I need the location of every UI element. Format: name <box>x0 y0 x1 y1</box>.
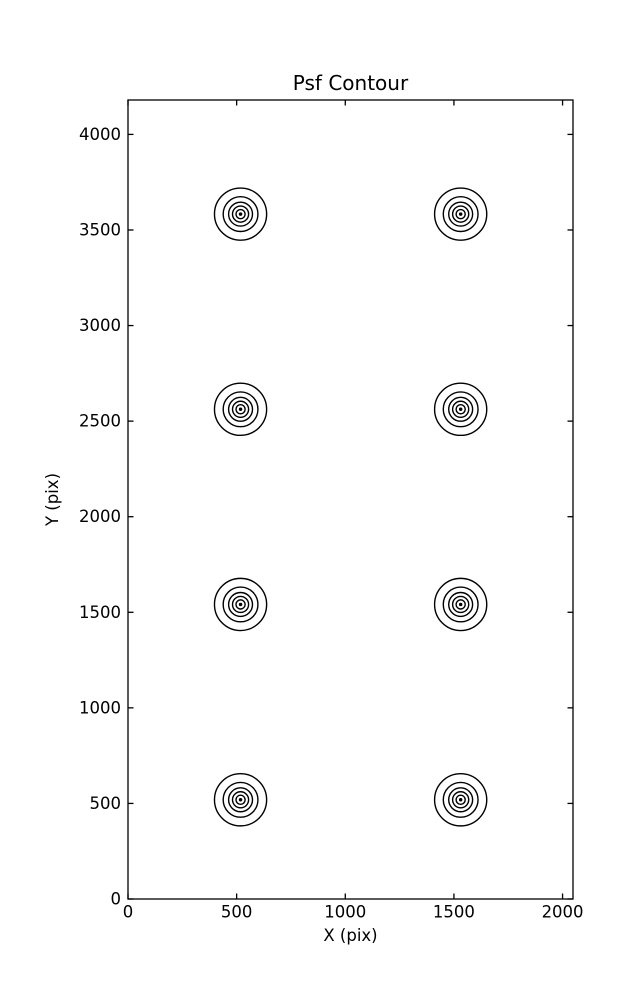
x-tick-label: 2000 <box>542 903 584 922</box>
contour-ring <box>455 208 466 220</box>
contour-ring <box>235 208 246 220</box>
contour-ring <box>227 396 254 422</box>
y-tick-label: 3500 <box>79 220 121 239</box>
contour-core-dot <box>458 602 463 607</box>
x-tick-label: 1500 <box>433 903 475 922</box>
contour-ring <box>227 591 254 618</box>
psf-contour-spot <box>433 577 488 632</box>
contour-ring <box>448 787 474 813</box>
contour-ring <box>433 577 488 632</box>
contour-core-dot <box>238 602 243 607</box>
x-tick-label: 0 <box>123 903 134 922</box>
contour-core-dot <box>238 407 243 412</box>
contour-ring <box>222 391 259 428</box>
contour-ring <box>213 577 268 632</box>
contour-ring <box>442 586 479 623</box>
x-tick-label: 500 <box>221 903 253 922</box>
contour-ring <box>455 599 466 610</box>
tick-layer: 0 500 1000 1500 2000 0 500 1000 1500 2000 2500 3000… <box>79 100 584 922</box>
y-tick-label: 500 <box>90 794 122 813</box>
contour-ring <box>235 794 246 806</box>
contour-core-dot <box>458 407 463 412</box>
x-axis-label: X (pix) <box>323 926 377 945</box>
psf-contour-spot <box>433 773 488 827</box>
psf-contour-spot <box>213 382 268 437</box>
y-tick-label: 2500 <box>79 412 121 431</box>
psf-contour-spot <box>433 187 488 241</box>
contour-ring <box>451 400 470 419</box>
contour-ring <box>227 787 254 813</box>
contour-ring <box>222 586 259 623</box>
contour-ring <box>451 205 470 223</box>
y-tick-label: 0 <box>111 890 122 909</box>
contour-ring <box>222 781 259 818</box>
axes-layer <box>127 99 574 900</box>
contour-ring <box>455 794 466 806</box>
contour-ring <box>451 791 470 809</box>
contour-ring <box>442 391 479 428</box>
contour-core-dot <box>458 212 463 216</box>
contour-ring <box>213 382 268 437</box>
psf-contour-spot <box>433 382 488 437</box>
contour-layer <box>213 187 488 827</box>
contour-ring <box>433 187 488 241</box>
contour-ring <box>235 599 246 610</box>
y-tick-label: 4000 <box>79 125 121 144</box>
contour-ring <box>222 196 259 233</box>
contour-ring <box>231 595 250 614</box>
y-tick-label: 3000 <box>79 316 121 335</box>
psf-contour-spot <box>213 187 268 241</box>
contour-ring <box>455 404 466 415</box>
contour-ring <box>448 201 474 227</box>
contour-ring <box>448 396 474 422</box>
contour-ring <box>231 400 250 419</box>
contour-ring <box>433 382 488 437</box>
plot-title: Psf Contour <box>293 71 409 95</box>
contour-core-dot <box>238 212 243 216</box>
contour-ring <box>442 781 479 818</box>
contour-core-dot <box>238 798 243 802</box>
contour-ring <box>231 205 250 223</box>
x-tick-label: 1000 <box>324 903 366 922</box>
psf-contour-spot <box>213 773 268 827</box>
y-tick-label: 2000 <box>79 507 121 526</box>
contour-core-dot <box>458 798 463 802</box>
y-tick-label: 1000 <box>79 698 121 717</box>
contour-ring <box>448 591 474 618</box>
contour-ring <box>442 196 479 233</box>
contour-ring <box>213 187 268 241</box>
contour-ring <box>433 773 488 827</box>
y-tick-label: 1500 <box>79 603 121 622</box>
contour-ring <box>231 791 250 809</box>
contour-ring <box>213 773 268 827</box>
contour-ring <box>235 404 246 415</box>
y-axis-label: Y (pix) <box>43 473 62 527</box>
contour-ring <box>227 201 254 227</box>
contour-ring <box>451 595 470 614</box>
psf-contour-spot <box>213 577 268 632</box>
axes-frame <box>127 99 574 900</box>
